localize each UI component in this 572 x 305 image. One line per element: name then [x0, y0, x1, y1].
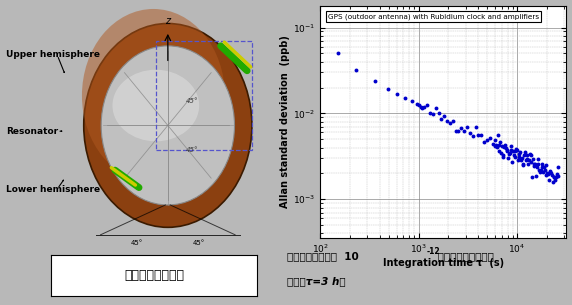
Ellipse shape — [101, 46, 235, 205]
Ellipse shape — [82, 9, 225, 182]
Text: 45°: 45° — [130, 240, 143, 246]
Text: 45°: 45° — [193, 240, 205, 246]
Text: 45°: 45° — [185, 98, 198, 104]
Y-axis label: Allan standard deviation  (ppb): Allan standard deviation (ppb) — [280, 36, 291, 208]
Text: 45°: 45° — [185, 147, 198, 153]
Bar — [156, 41, 252, 150]
Text: Upper hemisphere: Upper hemisphere — [6, 50, 100, 59]
Text: -12: -12 — [426, 247, 440, 256]
Text: GPS (outdoor antenna) with Rubidium clock and amplifiers: GPS (outdoor antenna) with Rubidium cloc… — [328, 13, 539, 20]
Text: Lower hemisphere: Lower hemisphere — [6, 185, 100, 194]
Ellipse shape — [84, 23, 252, 227]
Text: 量级的微波谐振频率: 量级的微波谐振频率 — [434, 252, 494, 262]
Text: Resonator: Resonator — [6, 127, 58, 136]
Text: 谐振腔结构示意图: 谐振腔结构示意图 — [125, 269, 184, 282]
Ellipse shape — [113, 70, 199, 141]
Text: z: z — [165, 16, 170, 26]
Text: 测量（τ=3 h）: 测量（τ=3 h） — [287, 276, 345, 286]
X-axis label: Integration time τ  (s): Integration time τ (s) — [383, 258, 504, 268]
Text: 实现相对不确定度  10: 实现相对不确定度 10 — [287, 252, 359, 262]
